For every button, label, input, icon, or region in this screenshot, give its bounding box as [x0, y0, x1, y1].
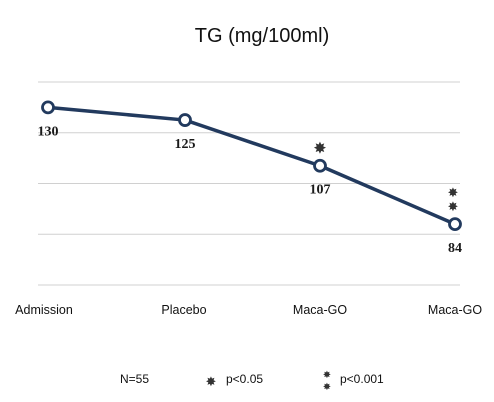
x-tick-label: Maca-GO	[293, 303, 347, 317]
grid-lines	[38, 81, 460, 286]
legend-n-label: N=55	[120, 372, 149, 386]
legend-p005-label: p<0.05	[226, 372, 263, 386]
asterisk-icon: ✸	[313, 139, 326, 158]
x-tick-label: Admission	[15, 303, 73, 317]
double-asterisk-icon: ✸	[323, 370, 331, 381]
data-point-marker	[313, 158, 327, 173]
data-label: 125	[175, 137, 196, 152]
chart-title: TG (mg/100ml)	[195, 25, 329, 47]
data-point-marker	[178, 113, 192, 127]
x-axis-tick-labels: Admission Placebo Maca-GO Maca-GO	[15, 303, 482, 317]
data-point-marker	[41, 100, 55, 115]
x-tick-label: Placebo	[161, 303, 206, 317]
series-line-path	[46, 105, 457, 226]
double-asterisk-icon: ✸	[448, 186, 459, 201]
x-tick-label: Maca-GO	[428, 303, 482, 317]
double-asterisk-icon-lower: ✸	[448, 200, 459, 215]
series-line	[46, 105, 457, 226]
data-label: 84	[448, 241, 462, 256]
data-labels: 130 125 107 84	[38, 124, 463, 256]
legend: N=55 ✸ p<0.05 ✸ ✸ p<0.001	[120, 370, 384, 393]
double-asterisk-icon-lower: ✸	[323, 382, 331, 393]
asterisk-icon: ✸	[206, 375, 217, 390]
data-point-marker	[448, 217, 462, 232]
data-markers	[41, 100, 462, 232]
significance-marks: ✸✸✸	[313, 139, 458, 215]
data-label: 107	[310, 183, 331, 198]
data-label: 130	[38, 124, 59, 139]
legend-p0001-label: p<0.001	[340, 372, 384, 386]
